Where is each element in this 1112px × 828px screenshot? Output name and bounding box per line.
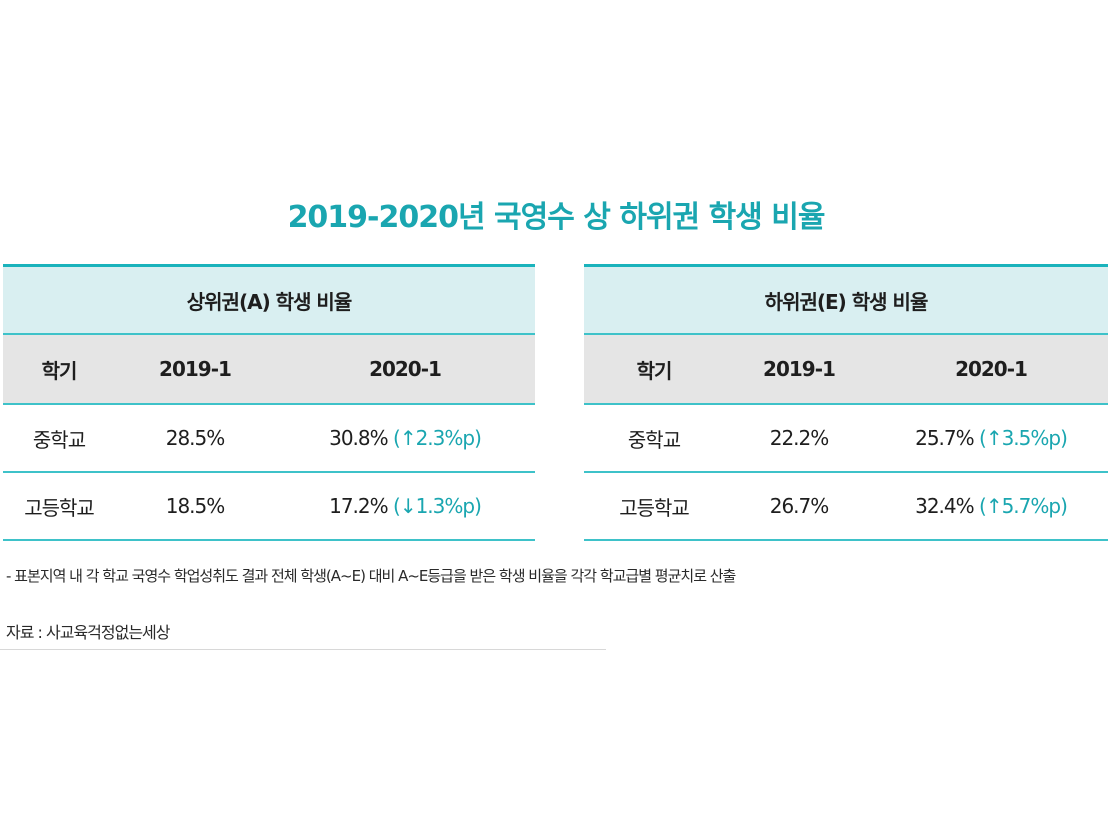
top-tier-table: 상위권(A) 학생 비율 학기 2019-1 2020-1 중학교 28.5% … [3, 264, 536, 541]
value-2020: 30.8% [329, 426, 389, 450]
value-2020: 25.7% [915, 426, 975, 450]
value-2020-cell: 32.4% (↑5.7%p) [874, 472, 1109, 541]
footnote: - 표본지역 내 각 학교 국영수 학업성취도 결과 전체 학생(A~E) 대비… [6, 567, 736, 585]
value-2020-cell: 25.7% (↑3.5%p) [874, 404, 1109, 473]
row-label: 중학교 [584, 404, 724, 473]
change-badge: (↑2.3%p) [393, 426, 482, 450]
bottom-tier-group-header: 하위권(E) 학생 비율 [584, 264, 1109, 335]
value-2020-cell: 17.2% (↓1.3%p) [275, 472, 536, 541]
change-badge: (↓1.3%p) [393, 494, 482, 518]
source-credit: 자료 : 사교육걱정없는세상 [6, 623, 170, 642]
row-label: 고등학교 [3, 472, 115, 541]
bottom-tier-table: 하위권(E) 학생 비율 학기 2019-1 2020-1 중학교 22.2% … [584, 264, 1109, 541]
column-header-2020: 2020-1 [275, 334, 536, 405]
column-header-semester: 학기 [584, 334, 724, 405]
column-header-2019: 2019-1 [724, 334, 874, 405]
value-2020: 32.4% [915, 494, 975, 518]
column-header-2020: 2020-1 [874, 334, 1109, 405]
table-row: 중학교 28.5% 30.8% (↑2.3%p) [3, 404, 536, 473]
value-2020: 17.2% [329, 494, 389, 518]
value-2020-cell: 30.8% (↑2.3%p) [275, 404, 536, 473]
divider [0, 649, 606, 650]
row-label: 고등학교 [584, 472, 724, 541]
change-badge: (↑5.7%p) [979, 494, 1068, 518]
table-row: 고등학교 18.5% 17.2% (↓1.3%p) [3, 472, 536, 541]
row-label: 중학교 [3, 404, 115, 473]
page-title: 2019-2020년 국영수 상 하위권 학생 비율 [287, 200, 826, 235]
table-row: 중학교 22.2% 25.7% (↑3.5%p) [584, 404, 1109, 473]
value-2019: 18.5% [115, 472, 275, 541]
column-header-semester: 학기 [3, 334, 115, 405]
table-row: 고등학교 26.7% 32.4% (↑5.7%p) [584, 472, 1109, 541]
top-tier-group-header: 상위권(A) 학생 비율 [3, 264, 536, 335]
value-2019: 22.2% [724, 404, 874, 473]
value-2019: 28.5% [115, 404, 275, 473]
column-header-2019: 2019-1 [115, 334, 275, 405]
value-2019: 26.7% [724, 472, 874, 541]
change-badge: (↑3.5%p) [979, 426, 1068, 450]
